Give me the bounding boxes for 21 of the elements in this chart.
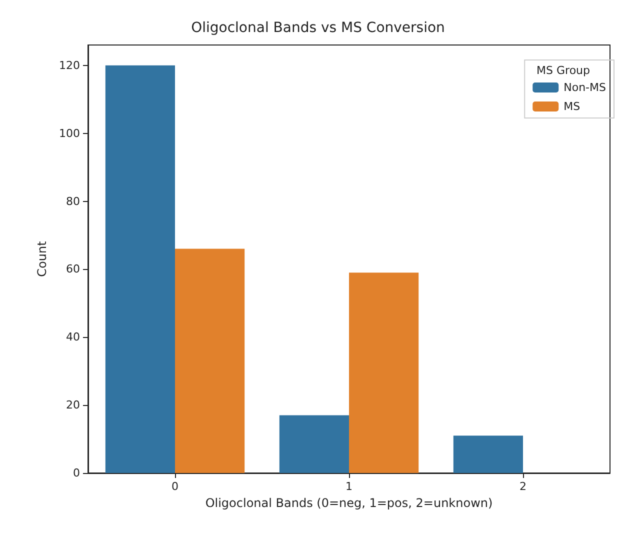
x-tick-label: 2 — [520, 480, 526, 493]
legend-title: MS Group — [536, 64, 590, 77]
bar — [175, 248, 245, 473]
legend-label: Non-MS — [564, 81, 606, 94]
y-tick-label: 120 — [59, 58, 80, 72]
bar — [349, 272, 419, 473]
y-tick-label: 60 — [66, 262, 80, 276]
y-tick-label: 100 — [59, 126, 80, 140]
x-tick-label: 1 — [346, 480, 352, 493]
y-tick-label: 40 — [66, 330, 80, 344]
x-tick-label: 0 — [172, 480, 178, 493]
y-tick-label: 20 — [66, 398, 80, 412]
y-tick-label: 0 — [73, 466, 80, 480]
chart-title: Oligoclonal Bands vs MS Conversion — [191, 20, 445, 36]
bar — [453, 436, 523, 473]
y-axis-title: Count — [35, 240, 50, 277]
bar — [105, 65, 175, 473]
x-axis-title: Oligoclonal Bands (0=neg, 1=pos, 2=unknown) — [205, 496, 493, 510]
legend-label: MS — [564, 100, 580, 113]
bar — [279, 415, 349, 473]
y-tick-label: 80 — [66, 194, 80, 208]
